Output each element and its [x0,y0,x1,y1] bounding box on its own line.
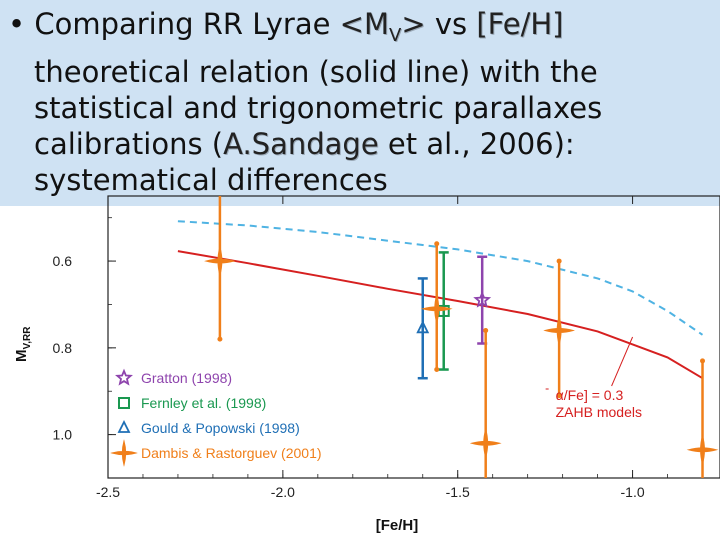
mv-open: <M [339,7,389,41]
x-tick-label: -2.0 [271,484,295,500]
bullet-line-2: theoretical relation (solid line) with t… [34,54,598,89]
y-axis-title: MV,RR [13,326,33,362]
dambis-point [686,433,719,466]
bullet-line-3: statistical and trigonometric parallaxes [34,90,603,125]
dambis-point [420,292,453,325]
line1-text-a: Comparing RR Lyrae [34,7,340,41]
mv-symbol: <MV> [339,7,426,46]
gratton-point [473,290,492,308]
title-banner [0,0,720,206]
legend-marker-dambis [110,439,138,467]
bullet-line-4: calibrations (A.Sandage et al., 2006): [8,126,708,162]
x-axis-title: [Fe/H] [376,517,419,534]
dambis-error-cap [556,393,562,399]
y-axis-title-main: M [13,350,30,363]
x-tick-label: -2.5 [96,484,120,500]
bullet-dot: • [8,7,26,41]
y-tick-label: 1.0 [53,427,73,443]
dambis-error-cap [483,327,489,333]
plot-frame [107,195,720,479]
mv-subscript: V [389,24,402,46]
y-tick-label: 0.6 [53,253,73,269]
annotation-line-1: α/Fe] = 0.3 [556,387,624,403]
gould-point [416,320,430,334]
theoretical-relation-line [177,250,704,380]
line4-text-b: et al., 2006): [378,126,575,161]
annotation-pointer [611,336,634,387]
sandage-name: A.Sandage [223,126,379,161]
legend-label-fernley: Fernley et al. (1998) [141,395,266,411]
dambis-point [543,314,575,347]
x-tick-label: -1.0 [621,484,645,500]
dashed-relation-line [177,220,704,336]
y-axis-title-sub: V,RR [22,326,33,350]
dambis-error-cap [217,336,223,342]
slide-bullet: • Comparing RR Lyrae <MV> vs [Fe/H] theo… [8,6,708,198]
dambis-error-cap [556,258,562,264]
legend-label-gould: Gould & Popowski (1998) [141,420,300,436]
legend-marker-gould [117,419,131,433]
line1-text-b: vs [425,7,477,41]
line4-text-a: calibrations ( [34,126,224,161]
dambis-point [204,245,236,277]
mv-close: > [401,7,426,41]
x-tick-label: -1.5 [446,484,470,500]
dambis-error-cap [434,241,440,247]
legend-marker-gratton [115,368,133,386]
y-tick-label: 0.8 [53,340,73,356]
dambis-error-cap [434,367,440,373]
legend-label-gratton: Gratton (1998) [141,370,232,386]
legend-label-dambis: Dambis & Rastorguev (2001) [141,445,322,461]
dambis-error-cap [700,358,706,364]
legend-marker-fernley [118,397,130,409]
bullet-line-1: • Comparing RR Lyrae <MV> vs [Fe/H] [8,6,708,54]
bullet-line-5: systematical differences [34,162,388,197]
dambis-point [469,427,502,460]
feh-symbol: [Fe/H] [476,7,564,41]
annotation-line-2: ZAHB models [556,404,642,420]
